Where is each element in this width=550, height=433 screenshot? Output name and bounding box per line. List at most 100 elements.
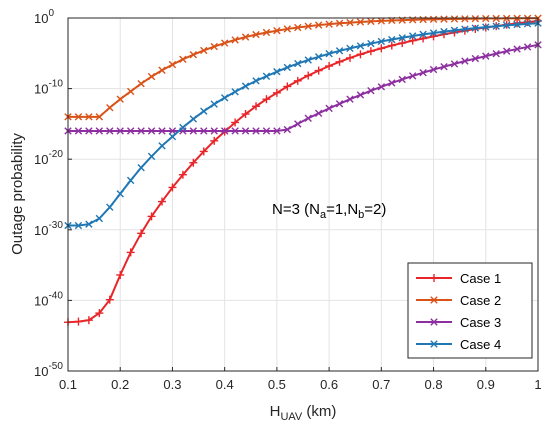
series-point [189,115,198,123]
y-tick-exponent: -10 [48,79,63,90]
annotation: N=3 (Na=1,Nb=2) [272,201,386,221]
series-point [356,18,365,26]
series-point [367,39,375,48]
series-line [67,19,539,324]
series-point [335,100,344,108]
series-point [158,142,166,150]
legend-marker [430,318,438,326]
series-point [461,15,469,23]
series-point [471,24,480,32]
y-tick-base: 10 [34,364,48,379]
series-point [116,127,124,135]
y-tick-base: 10 [34,11,48,26]
series-point [85,220,93,228]
series-point [74,221,83,230]
series-3 [64,41,542,135]
series-point [189,127,198,135]
x-tick-label: 0.4 [216,377,234,392]
series-point [74,127,83,135]
series-point [450,60,459,68]
series-point [200,127,208,135]
series-point [335,47,344,55]
series-point [116,95,124,103]
series-point [471,15,480,23]
series-1 [64,16,542,327]
series-4 [64,19,542,230]
series-point [252,30,260,39]
series-point [314,53,323,61]
series-point [231,88,239,96]
series-point [241,33,250,41]
legend-label: Case 4 [460,337,501,352]
x-tick-label: 0.5 [268,377,286,392]
series-point [356,42,365,50]
series-point [231,36,239,44]
y-tick-base: 10 [34,152,48,167]
series-point [252,127,260,135]
series-point [147,127,156,135]
series-point [398,75,406,84]
series-point [283,63,292,72]
series-point [231,127,239,135]
y-tick-label: 10-40 [34,290,63,308]
y-tick-label: 100 [34,8,54,26]
tick-labels: 0.1 0.2 0.3 0.4 0.5 0.6 0.7 0.8 0.9 110010-1010-2… [34,8,542,392]
x-tick-label: 1 [534,377,541,392]
series-point [419,30,427,39]
series-point [408,32,417,40]
series-point [116,190,124,198]
series-point [461,25,469,33]
series-point [377,37,386,46]
series-point [158,66,166,74]
series-point [335,19,344,27]
legend-label: Case 1 [460,271,501,286]
series-point [85,127,93,135]
series-point [523,43,532,51]
legend-item: Case 1 [416,271,501,286]
series-point [147,72,156,81]
y-tick-exponent: -40 [48,290,63,301]
series-line [68,22,539,227]
series-point [513,45,521,53]
series-point [85,113,93,121]
x-axis-label: HUAV (km) [270,403,337,423]
series-point [513,20,521,29]
series-point [325,104,333,113]
y-tick-base: 10 [34,293,48,308]
series-point [450,15,459,23]
series-point [126,176,135,185]
series-point [482,23,490,31]
series-point [179,55,187,63]
series-point [523,20,532,28]
series-point [168,132,177,141]
series-point [314,21,323,29]
series-point [95,214,104,223]
series-point [273,67,281,76]
series-point [502,47,511,55]
y-tick-label: 10-50 [34,361,63,379]
series-point [304,114,312,122]
y-tick-exponent: 0 [48,8,54,19]
legend-label: Case 3 [460,315,501,330]
series-point [388,35,396,44]
x-tick-label: 0.7 [372,377,390,392]
series-point [294,120,302,128]
series-point [304,56,312,64]
series-point [126,87,135,96]
series-point [461,57,469,65]
series-point [252,77,260,85]
y-tick-label: 10-30 [34,220,63,238]
series-point [95,127,104,135]
legend: Case 1 Case 2 Case 3 Case 4 [407,262,533,359]
series-point [346,44,354,53]
series-point [492,22,500,30]
series-point [471,54,480,63]
x-tick-label: 0.9 [477,377,495,392]
series-point [283,125,292,134]
x-tick-label: 0.8 [425,377,443,392]
series-point [283,25,292,33]
legend-item: Case 2 [416,293,501,308]
series-point [262,127,271,135]
series-point [377,83,386,91]
series-point [377,17,386,25]
